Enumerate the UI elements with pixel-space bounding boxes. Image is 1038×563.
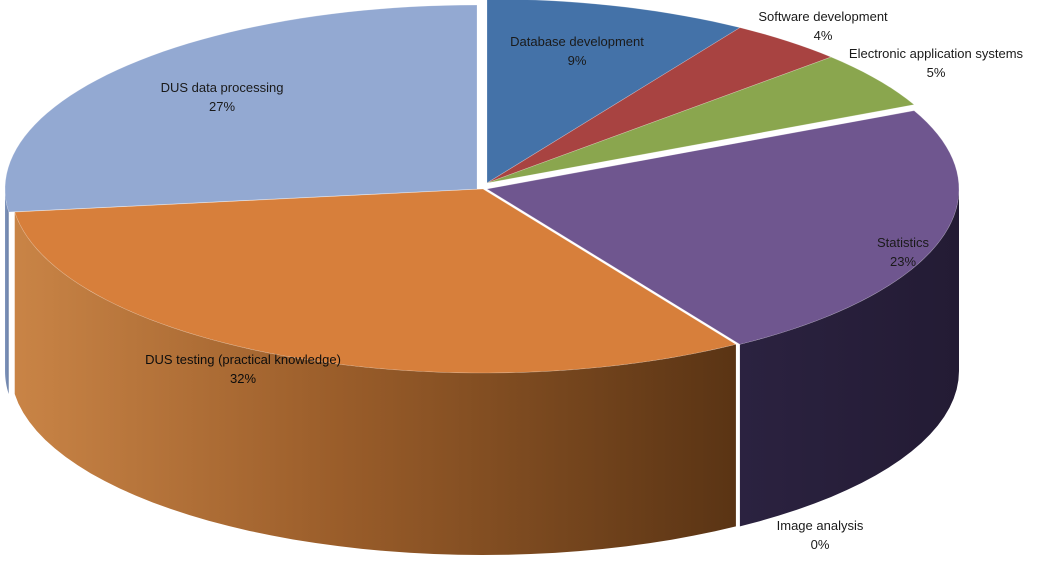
pie-slice-dus_data bbox=[4, 4, 478, 213]
pie-slice-software bbox=[486, 27, 832, 184]
pie-side-statistics bbox=[739, 189, 959, 527]
pie-side-dus_data bbox=[5, 189, 9, 395]
slice-label-statistics: Statistics bbox=[877, 235, 930, 250]
slice-value-electronic: 5% bbox=[927, 65, 946, 80]
slice-label-dus-data: DUS data processing bbox=[161, 80, 284, 95]
pie-slice-database bbox=[486, 0, 741, 184]
pie-slice-statistics bbox=[486, 110, 960, 345]
slice-value-statistics: 23% bbox=[890, 254, 916, 269]
pie-labels: Database development 9% Software develop… bbox=[145, 9, 1023, 552]
slice-value-image: 0% bbox=[811, 537, 830, 552]
slice-value-dus-testing: 32% bbox=[230, 371, 256, 386]
slice-value-software: 4% bbox=[814, 28, 833, 43]
pie-side-walls bbox=[5, 189, 959, 555]
slice-value-database: 9% bbox=[568, 53, 587, 68]
slice-label-dus-testing: DUS testing (practical knowledge) bbox=[145, 352, 341, 367]
slice-value-dus-data: 27% bbox=[209, 99, 235, 114]
pie-top-faces bbox=[4, 0, 960, 374]
pie-slice-electronic bbox=[486, 56, 915, 184]
slice-label-software: Software development bbox=[758, 9, 888, 24]
slice-label-electronic: Electronic application systems bbox=[849, 46, 1024, 61]
slice-label-database: Database development bbox=[510, 34, 644, 49]
slice-label-image: Image analysis bbox=[777, 518, 864, 533]
pie-slice-dus_testing bbox=[14, 188, 737, 374]
pie-side-dus_testing bbox=[14, 212, 736, 555]
